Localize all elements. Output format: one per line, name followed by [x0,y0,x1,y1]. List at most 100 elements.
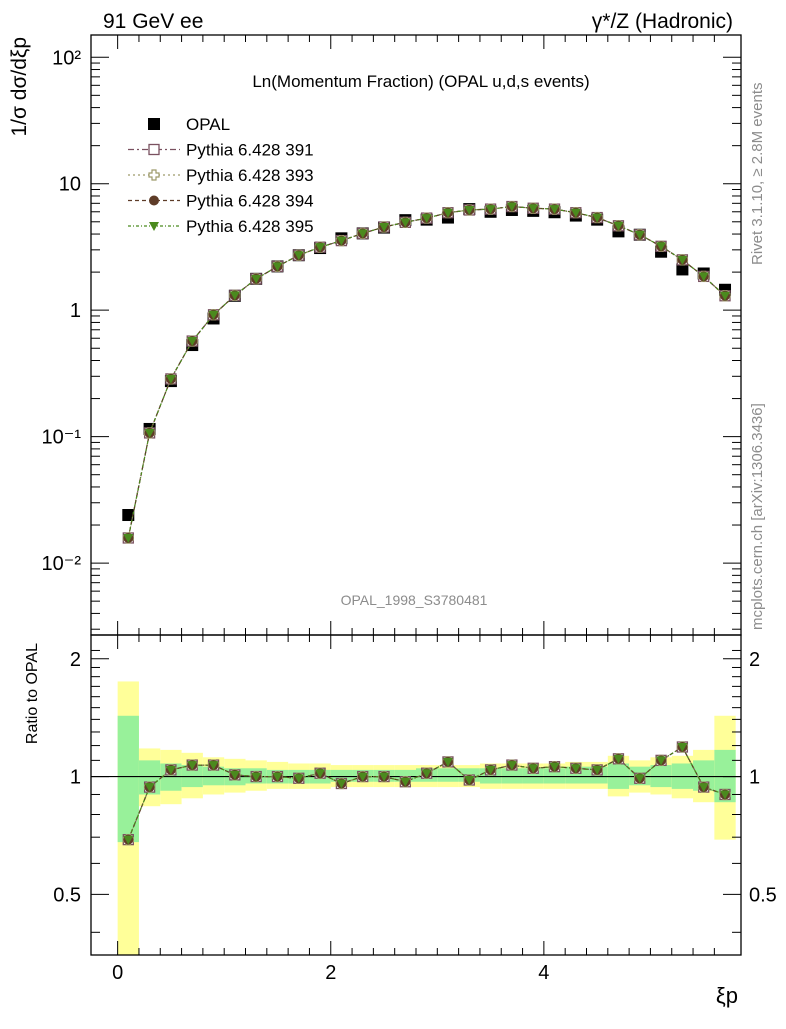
ratio-point-4 [315,769,326,779]
series-point-4 [315,243,326,253]
ratio-point-4 [229,770,240,780]
series-point-4 [528,204,539,214]
series-point-4 [400,218,411,228]
ratio-point-4 [293,774,304,784]
x-tick-label: 0 [112,962,123,984]
y-tick-label: 10⁻² [42,553,82,575]
rivet-version-label: Rivet 3.1.10, ≥ 2.8M events [749,83,766,266]
x-axis-label: ξp [716,983,738,1008]
series-point-4 [208,310,219,320]
legend-label-3: Pythia 6.428 394 [186,192,314,211]
series-point-4 [123,533,134,543]
series-point-4 [293,251,304,261]
series-point-4 [720,291,731,301]
series-point-4 [336,236,347,246]
mcplots-source-label: mcplots.cern.ch [arXiv:1306.3436] [749,403,766,630]
main-plot-panel: 10⁻² 10⁻¹ 1 10 10² [42,34,742,636]
ratio-point-4 [485,765,496,775]
ratio-point-4 [144,783,155,793]
ratio-point-4 [208,761,219,771]
series-point-4 [698,272,709,282]
series-point-4 [272,262,283,272]
legend-marker-opal [148,118,160,130]
series-point-4 [506,202,517,212]
x-tick-label: 4 [538,962,549,984]
ratio-point-4 [400,777,411,787]
ratio-point-4 [421,769,432,779]
series-line-2 [127,205,726,539]
legend-marker-1 [148,143,160,156]
x-tick-label: 2 [325,962,336,984]
ratio-point-4 [570,764,581,774]
ratio-point-4 [187,761,198,771]
legend-marker-4 [149,222,159,231]
y-tick-label: 10 [59,174,81,196]
ratio-line-4 [127,746,726,840]
ratio-point-4 [336,779,347,789]
ratio-point-4 [634,774,645,784]
series-point-4 [656,242,667,252]
data-point-opal [122,509,135,522]
series-point-4 [485,205,496,215]
series-point-4 [357,229,368,239]
legend: OPAL Pythia 6.428 391 Pythia 6.428 393 Pyth… [128,115,314,236]
ratio-point-4 [613,754,624,764]
y-axis-label: 1/σ dσ/dξp [8,37,31,137]
series-point-4 [379,222,390,232]
ratio-band-inner [117,715,139,843]
y-tick-label: 10² [52,47,81,69]
data-point-opal [676,263,689,276]
ratio-point-4 [592,765,603,775]
ratio-band-inner [501,768,523,784]
ratio-point-4 [549,762,560,772]
ratio-point-4 [272,772,283,782]
ratio-point-4 [528,764,539,774]
ratio-point-4 [251,772,262,782]
ratio-point-4 [442,757,453,767]
ratio-point-4 [656,756,667,766]
ratio-line-3 [127,746,726,840]
legend-label-4: Pythia 6.428 395 [186,217,314,236]
series-point-4 [634,230,645,240]
series-point-4 [613,221,624,231]
series-line-4 [127,205,726,539]
series-point-4 [592,213,603,223]
series-point-4 [251,274,262,284]
ratio-point-4 [123,835,134,845]
legend-marker-2 [148,169,160,181]
ratio-point-4 [506,761,517,771]
series-point-4 [421,214,432,224]
ratio-y-tick-label-right: 1 [749,767,760,789]
ratio-band-inner [437,768,459,782]
ratio-band-inner [394,769,416,782]
series-point-4 [677,255,688,265]
ratio-y-axis-label: Ratio to OPAL [24,643,41,744]
legend-marker-3 [149,195,159,206]
ratio-y-tick-label: 1 [70,767,81,789]
legend-label-1: Pythia 6.428 391 [186,141,314,160]
plot-title: Ln(Momentum Fraction) (OPAL u,d,s events… [252,72,589,91]
series-point-4 [187,337,198,347]
ratio-y-tick-label-right: 2 [749,649,760,671]
series-line-3 [127,205,726,539]
y-tick-label: 1 [70,300,81,322]
series-point-4 [549,205,560,215]
ratio-point-4 [677,743,688,752]
ratio-point-4 [379,772,390,782]
ratio-point-4 [357,772,368,782]
ratio-point-4 [165,765,176,775]
legend-label-2: Pythia 6.428 393 [186,166,314,185]
ratio-point-4 [464,775,475,785]
series-point-4 [165,374,176,384]
y-tick-label: 10⁻¹ [42,427,82,449]
series-point-4 [442,208,453,218]
legend-label-opal: OPAL [186,115,230,134]
analysis-watermark: OPAL_1998_S3780481 [341,592,488,608]
header-right-label: γ*/Z (Hadronic) [592,10,733,33]
ratio-plot-panel: 0 2 4 0.5 0.5 1 1 2 2 [53,634,777,984]
ratio-y-tick-label-right: 0.5 [749,884,777,906]
series-point-4 [464,205,475,215]
ratio-y-tick-label: 0.5 [53,884,81,906]
